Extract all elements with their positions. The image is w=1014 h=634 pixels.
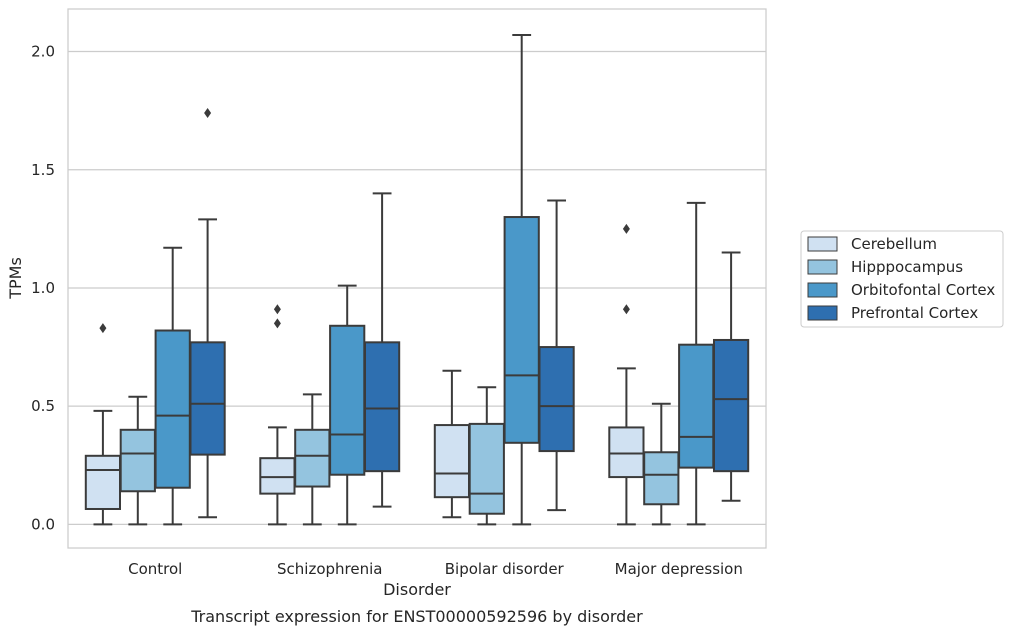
legend-swatch (807, 259, 838, 275)
iqr-box (678, 343, 715, 469)
y-axis-title: TPMs (6, 257, 25, 300)
legend-label: Cerebellum (851, 235, 937, 253)
legend-item: Cerebellum (807, 235, 937, 253)
y-tick-label: 2.0 (31, 43, 55, 61)
x-tick-label: Major depression (615, 560, 743, 578)
y-tick-label: 0.0 (31, 515, 55, 533)
box (363, 192, 401, 508)
box (84, 323, 122, 526)
x-axis-title: Disorder (383, 580, 451, 599)
legend-label: Hipppocampus (851, 258, 963, 276)
chart-caption: Transcript expression for ENST0000059259… (190, 607, 643, 626)
legend-frame (800, 230, 1004, 328)
box (294, 393, 331, 526)
y-tick-label: 1.5 (31, 161, 55, 179)
box (643, 402, 680, 526)
box (259, 304, 296, 526)
series-cerebellum (84, 223, 645, 526)
box (154, 246, 191, 526)
x-tick-labels: Control Schizophrenia Bipolar disorder Majo… (128, 560, 743, 578)
legend-swatch (807, 305, 838, 321)
iqr-box (363, 341, 401, 473)
iqr-box (84, 454, 122, 510)
box-series (84, 34, 750, 526)
legend: Cerebellum Hipppocampus Orbitofontal Corte… (800, 230, 1004, 328)
legend-item: Hipppocampus (807, 258, 963, 276)
box (712, 251, 750, 502)
outlier-point (204, 108, 212, 119)
series-prefrontal-cortex (189, 108, 750, 519)
box (189, 108, 226, 519)
iqr-box (643, 451, 680, 506)
iqr-box (329, 324, 366, 476)
box (468, 386, 505, 526)
legend-swatch (807, 282, 838, 298)
x-tick-label: Control (128, 560, 182, 578)
x-tick-label: Bipolar disorder (445, 560, 565, 578)
box (433, 369, 471, 519)
outlier-point (273, 304, 281, 315)
iqr-box (608, 426, 645, 479)
iqr-box (259, 457, 296, 495)
legend-label: Orbitofontal Cortex (851, 281, 995, 299)
iqr-box (119, 428, 156, 493)
box (329, 284, 366, 526)
x-tick-label: Schizophrenia (277, 560, 382, 578)
iqr-box (294, 428, 331, 488)
y-tick-label: 1.0 (31, 279, 55, 297)
legend-swatch (807, 236, 838, 252)
outlier-point (622, 304, 630, 315)
outlier-point (622, 223, 630, 234)
iqr-box (433, 424, 471, 499)
outlier-point (273, 318, 281, 329)
box (608, 223, 645, 526)
box (678, 201, 715, 526)
iqr-box (189, 341, 226, 456)
outlier-point (99, 323, 107, 334)
legend-item: Orbitofontal Cortex (807, 281, 995, 299)
legend-item: Prefrontal Cortex (807, 304, 978, 322)
legend-label: Prefrontal Cortex (851, 304, 978, 322)
plot-frame (67, 8, 767, 549)
iqr-box (154, 329, 191, 489)
y-tick-label: 0.5 (31, 397, 55, 415)
y-tick-labels: 0.0 0.5 1.0 1.5 2.0 (31, 43, 55, 534)
box (503, 34, 540, 526)
series-orbitofontal-cortex (154, 34, 715, 526)
iqr-box (538, 346, 575, 453)
iqr-box (468, 422, 505, 515)
box (538, 199, 575, 512)
iqr-box (503, 216, 540, 444)
iqr-box (712, 338, 750, 473)
series-hipppocampus (119, 386, 680, 526)
